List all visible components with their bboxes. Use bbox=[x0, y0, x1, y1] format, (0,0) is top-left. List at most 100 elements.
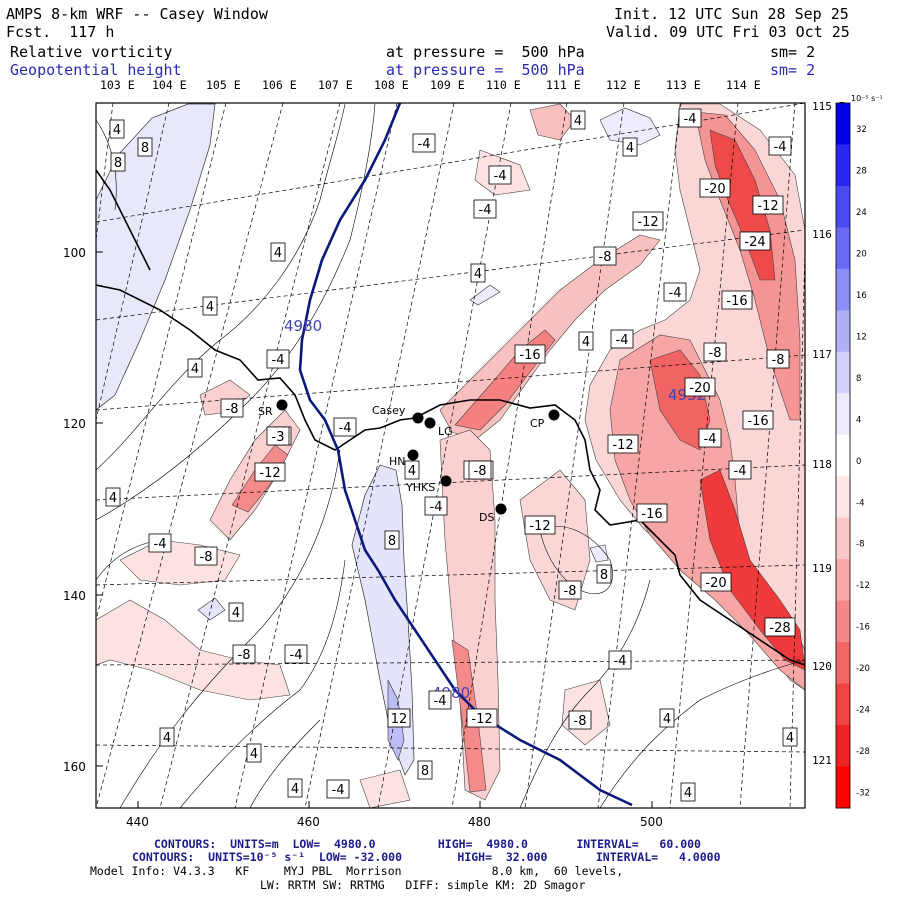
contour-line bbox=[96, 103, 346, 471]
vorticity-label: -4 bbox=[290, 648, 303, 663]
coastline-path bbox=[96, 284, 805, 666]
meridian bbox=[234, 103, 398, 808]
vorticity-label-box bbox=[739, 231, 771, 251]
vorticity-label-box bbox=[610, 329, 634, 349]
station-marker bbox=[424, 417, 436, 429]
colorbar-tick-label: 8 bbox=[856, 374, 861, 384]
meridian bbox=[789, 249, 805, 808]
vorticity-label-box bbox=[578, 331, 594, 351]
colorbar-tick-label: -16 bbox=[856, 623, 870, 633]
station-marker bbox=[440, 475, 452, 487]
vorticity-label: -4 bbox=[332, 783, 345, 798]
top-longitude-label: 107 E bbox=[318, 78, 353, 92]
vorticity-label-box bbox=[187, 358, 203, 378]
vorticity-label: -24 bbox=[744, 235, 765, 250]
y-tick-label: 120 bbox=[63, 417, 86, 431]
field2-name: Geopotential height bbox=[10, 61, 182, 79]
meridian bbox=[304, 103, 455, 808]
parallel bbox=[96, 744, 805, 753]
colorbar-frame bbox=[835, 102, 851, 809]
colorbar-swatch bbox=[836, 725, 850, 768]
vorticity-label-box bbox=[558, 580, 582, 600]
init-time: Init. 12 UTC Sun 28 Sep 25 bbox=[614, 5, 849, 23]
station-label: Casey bbox=[372, 404, 406, 417]
vorticity-label: 4 bbox=[232, 606, 240, 621]
vorticity-label-box bbox=[148, 533, 172, 553]
vorticity-label-box bbox=[220, 398, 244, 418]
vorticity-label: -16 bbox=[519, 348, 540, 363]
station-marker bbox=[495, 503, 507, 515]
y-tick-label: 160 bbox=[63, 760, 86, 774]
vorticity-label-box bbox=[228, 602, 244, 622]
vorticity-label-box bbox=[424, 496, 448, 516]
contour-line bbox=[599, 659, 805, 808]
colorbar-tick-label: -8 bbox=[856, 540, 864, 550]
vorticity-label-box bbox=[680, 782, 696, 802]
parallel bbox=[96, 103, 805, 223]
forecast-hour: Fcst. 117 h bbox=[6, 23, 115, 41]
vorticity-label-box bbox=[246, 743, 262, 763]
positive-vorticity-region bbox=[197, 597, 226, 621]
vorticity-label: 4 bbox=[250, 747, 258, 762]
vorticity-label: 4 bbox=[786, 731, 794, 746]
vorticity-label: -4 bbox=[734, 464, 747, 479]
meridian bbox=[377, 103, 512, 808]
vorticity-label: 4 bbox=[109, 491, 117, 506]
vorticity-label: 8 bbox=[114, 156, 122, 171]
colorbar-tick-label: 32 bbox=[856, 125, 867, 135]
negative-vorticity-region bbox=[529, 103, 576, 141]
colorbar-tick-label: 16 bbox=[856, 291, 867, 301]
y-tick-label: 140 bbox=[63, 589, 86, 603]
vorticity-label: -4 bbox=[154, 537, 167, 552]
vorticity-label: -12 bbox=[471, 712, 492, 727]
colorbar: 10⁻⁵ s⁻¹ 32 28 24 20 16 12 8 4 0 -4 -8 -12 -16 -20 -24 -… bbox=[835, 94, 883, 809]
vorticity-label-box bbox=[659, 708, 675, 728]
vorticity-label-box bbox=[468, 460, 492, 480]
vorticity-label-box bbox=[384, 530, 400, 550]
footer-physics-info: LW: RRTM SW: RRTMG DIFF: simple KM: 2D S… bbox=[260, 878, 586, 892]
vorticity-label-box bbox=[137, 137, 153, 157]
vorticity-label: -20 bbox=[704, 182, 725, 197]
vorticity-label-box bbox=[782, 727, 798, 747]
contour-line bbox=[119, 449, 341, 808]
stations: SR Casey LG HN YHKS DS CP bbox=[258, 399, 560, 524]
colorbar-swatch bbox=[836, 683, 850, 726]
height-contour-label: 4980 bbox=[284, 317, 322, 335]
station-marker bbox=[276, 399, 288, 411]
colorbar-swatch bbox=[836, 559, 850, 602]
station-marker bbox=[407, 449, 419, 461]
vorticity-label: -8 bbox=[200, 550, 213, 565]
vorticity-label: -4 bbox=[339, 421, 352, 436]
top-longitude-label: 104 E bbox=[152, 78, 187, 92]
vorticity-label: 4 bbox=[574, 114, 582, 129]
colorbar-swatch bbox=[836, 310, 850, 353]
vorticity-label: -12 bbox=[529, 519, 550, 534]
vorticity-label: 12 bbox=[391, 712, 408, 727]
colorbar-tick-label: 12 bbox=[856, 332, 867, 342]
colorbar-tick-label: 28 bbox=[856, 167, 867, 177]
field1-level: at pressure = 500 hPa bbox=[386, 43, 585, 61]
vorticity-label: -8 bbox=[474, 464, 487, 479]
contour-line bbox=[96, 103, 376, 521]
vorticity-label: 4 bbox=[408, 464, 416, 479]
vorticity-label-box bbox=[109, 119, 125, 139]
footer-line-height: CONTOURS: UNITS=m LOW= 4980.0 HIGH= 4980… bbox=[154, 837, 701, 851]
contour-line bbox=[249, 719, 321, 808]
vorticity-label-box bbox=[699, 178, 731, 198]
vorticity-label: 4 bbox=[663, 712, 671, 727]
vorticity-label-box bbox=[700, 572, 732, 592]
vorticity-contours bbox=[96, 103, 805, 808]
vorticity-label-box bbox=[194, 546, 218, 566]
vorticity-label: 4 bbox=[274, 246, 282, 261]
vorticity-label: 4 bbox=[291, 782, 299, 797]
negative-vorticity-region bbox=[519, 469, 591, 611]
vorticity-label: -12 bbox=[259, 466, 280, 481]
colorbar-swatch bbox=[836, 476, 850, 519]
parallel bbox=[96, 464, 805, 501]
top-longitude-label: 109 E bbox=[430, 78, 465, 92]
vorticity-label-box bbox=[266, 349, 290, 369]
footer-model-info: Model Info: V4.3.3 KF MYJ PBL Morrison 8… bbox=[90, 864, 624, 878]
field2-level: at pressure = 500 hPa bbox=[386, 61, 585, 79]
coastline-path bbox=[96, 169, 151, 271]
